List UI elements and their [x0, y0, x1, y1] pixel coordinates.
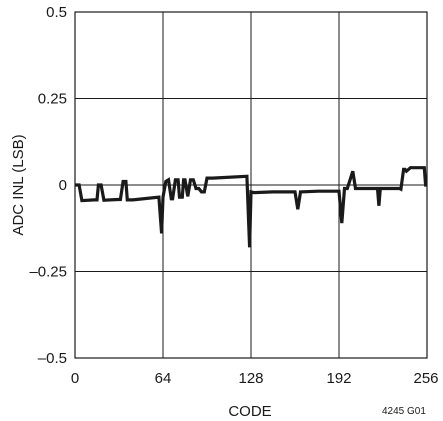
x-tick-label: 256 [413, 370, 438, 387]
inl-series-line [75, 166, 428, 248]
y-tick-label: 0.25 [38, 91, 67, 108]
figure-id: 4245 G01 [382, 406, 426, 417]
x-tick-label: 0 [71, 370, 79, 387]
x-tick-labels: 0 64 128 192 256 [71, 370, 439, 387]
grid-lines [74, 11, 428, 359]
x-tick-label: 128 [238, 370, 263, 387]
y-tick-label: 0 [59, 177, 67, 194]
y-tick-label: –0.5 [38, 350, 67, 367]
y-axis-label: ADC INL (LSB) [10, 134, 27, 235]
x-tick-label: 192 [326, 370, 351, 387]
y-tick-label: –0.25 [29, 264, 67, 281]
y-tick-label: 0.5 [46, 4, 67, 21]
y-tick-labels: 0.5 0.25 0 –0.25 –0.5 [29, 4, 67, 367]
x-axis-label: CODE [228, 403, 271, 420]
x-tick-label: 64 [155, 370, 172, 387]
